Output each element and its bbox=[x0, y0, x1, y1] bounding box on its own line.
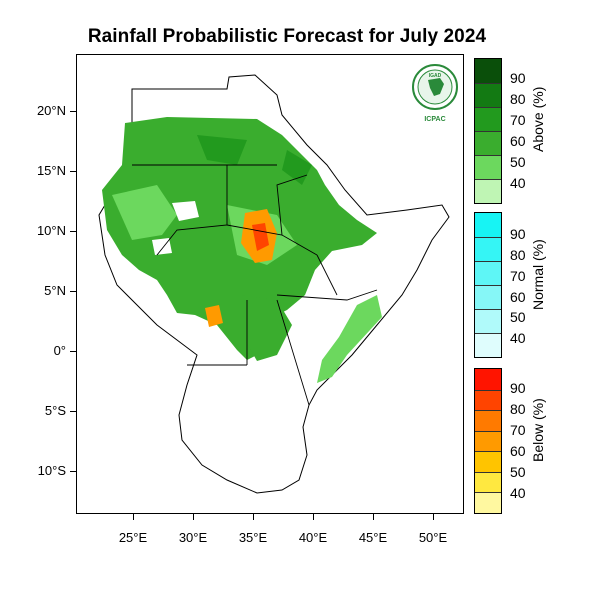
y-tick bbox=[70, 111, 76, 112]
no-signal-area bbox=[172, 201, 199, 221]
icpac-logo: IGAD ICPAC bbox=[410, 62, 460, 128]
above-label: 40 bbox=[510, 175, 526, 191]
below-label: 60 bbox=[510, 443, 526, 459]
y-tick-label: 20°N bbox=[36, 103, 66, 118]
logo-bottom-text: ICPAC bbox=[424, 116, 446, 123]
below-label: 70 bbox=[510, 422, 526, 438]
above-label: 60 bbox=[510, 133, 526, 149]
below-colorbar-segment bbox=[475, 451, 501, 472]
below-label: 40 bbox=[510, 485, 526, 501]
x-tick bbox=[313, 514, 314, 520]
x-tick-label: 40°E bbox=[298, 530, 328, 545]
normal-label: 90 bbox=[510, 226, 526, 242]
normal-label: 70 bbox=[510, 268, 526, 284]
y-tick-label: 10°S bbox=[37, 463, 66, 478]
above-colorbar-segment bbox=[475, 59, 501, 83]
normal-colorbar-segment bbox=[475, 333, 501, 357]
below-label: 90 bbox=[510, 380, 526, 396]
y-tick bbox=[70, 411, 76, 412]
above-colorbar bbox=[474, 58, 502, 204]
above-label: 70 bbox=[510, 112, 526, 128]
x-tick-label: 45°E bbox=[358, 530, 388, 545]
above-colorbar-segment bbox=[475, 107, 501, 131]
above-label: 50 bbox=[510, 154, 526, 170]
y-tick-label: 15°N bbox=[36, 163, 66, 178]
normal-label: 60 bbox=[510, 289, 526, 305]
y-tick bbox=[70, 291, 76, 292]
normal-label: 80 bbox=[510, 247, 526, 263]
x-tick-label: 25°E bbox=[118, 530, 148, 545]
normal-colorbar-segment bbox=[475, 237, 501, 261]
y-tick bbox=[70, 231, 76, 232]
above-colorbar-segment bbox=[475, 131, 501, 155]
country-borders bbox=[132, 164, 378, 406]
below-label: 80 bbox=[510, 401, 526, 417]
map-frame bbox=[76, 54, 464, 514]
x-tick-label: 30°E bbox=[178, 530, 208, 545]
above-colorbar-segment bbox=[475, 179, 501, 203]
x-tick-label: 35°E bbox=[238, 530, 268, 545]
y-tick bbox=[70, 171, 76, 172]
x-tick bbox=[133, 514, 134, 520]
above-colorbar-segment bbox=[475, 155, 501, 179]
x-tick bbox=[433, 514, 434, 520]
below-colorbar bbox=[474, 368, 502, 514]
normal-colorbar-segment bbox=[475, 285, 501, 309]
below-colorbar-segment bbox=[475, 369, 501, 390]
above-colorbar-segment bbox=[475, 83, 501, 107]
above-normal-region bbox=[317, 295, 382, 383]
normal-colorbar-segment bbox=[475, 309, 501, 333]
below-colorbar-segment bbox=[475, 430, 501, 452]
above-normal-region bbox=[242, 295, 292, 361]
below-label: 50 bbox=[510, 464, 526, 480]
above-50-patch bbox=[112, 185, 177, 240]
x-tick bbox=[373, 514, 374, 520]
above-label: 80 bbox=[510, 91, 526, 107]
normal-colorbar-segment bbox=[475, 261, 501, 285]
x-tick bbox=[253, 514, 254, 520]
normal-label: 40 bbox=[510, 330, 526, 346]
logo-top-text: IGAD bbox=[428, 73, 442, 79]
y-tick-label: 10°N bbox=[36, 223, 66, 238]
normal-colorbar-segment bbox=[475, 213, 501, 237]
y-tick-label: 5°N bbox=[44, 283, 66, 298]
below-colorbar-segment bbox=[475, 471, 501, 493]
y-tick bbox=[70, 471, 76, 472]
forecast-map bbox=[98, 74, 450, 494]
y-tick-label: 5°S bbox=[44, 403, 66, 418]
y-tick-label: 0° bbox=[53, 343, 66, 358]
normal-colorbar bbox=[474, 212, 502, 358]
x-tick bbox=[193, 514, 194, 520]
above-label: 90 bbox=[510, 70, 526, 86]
below-colorbar-segment bbox=[475, 410, 501, 431]
x-tick-label: 50°E bbox=[418, 530, 448, 545]
above-70-patch bbox=[197, 135, 247, 165]
igad-logo-icon bbox=[412, 64, 458, 110]
below-normal-region bbox=[205, 305, 223, 327]
map-title: Rainfall Probabilistic Forecast for July… bbox=[87, 26, 487, 47]
below-colorbar-segment bbox=[475, 389, 501, 411]
below-colorbar-segment bbox=[475, 492, 501, 513]
y-tick bbox=[70, 351, 76, 352]
normal-label: 50 bbox=[510, 309, 526, 325]
